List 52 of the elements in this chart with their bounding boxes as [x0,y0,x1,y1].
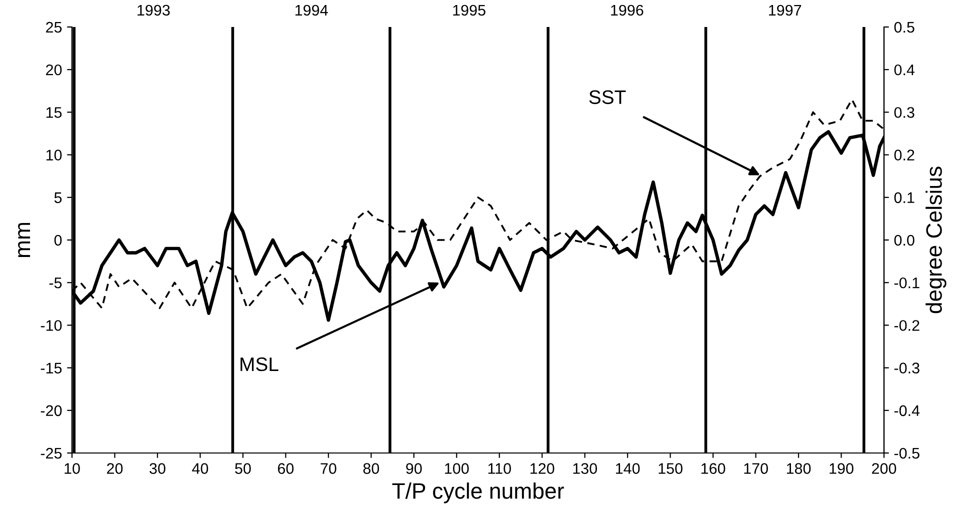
x-tick-label: 50 [235,463,251,474]
y-tick-label: -15 [40,362,62,374]
y2-tick-label: -0.4 [894,405,920,416]
y-tick-label: 20 [46,64,62,76]
y-tick-label: 10 [46,150,62,160]
y-tick-label: 15 [46,107,62,118]
x-tick-label: 180 [786,463,811,474]
x-tick-label: 110 [488,463,511,474]
x-tick-label: 120 [530,463,554,474]
x-tick-label: 130 [573,463,597,474]
text: 1993 [138,4,170,16]
y-tick-label: -20 [40,405,62,416]
y-tick-label: -5 [49,278,62,288]
x-tick-label: 190 [830,463,854,474]
y2-tick-label: 0.2 [894,150,914,160]
x-tick-label: 150 [658,463,682,474]
y-tick-label: -25 [40,448,62,459]
y2-axis-title: degree Celsius [926,166,946,314]
x-tick-label: 10 [64,463,80,474]
x-tick-label: 70 [320,463,336,474]
x-tick-label: 80 [363,463,380,474]
annotation: SST [589,90,626,104]
x-tick-label: 170 [744,463,768,474]
y-axis-title: mm [18,222,30,258]
y2-tick-label: 0.0 [894,234,914,246]
y-tick-label: 0 [54,234,62,246]
x-tick-label: 140 [616,463,640,474]
y2-tick-label: -0.1 [894,277,920,288]
y2-tick-label: 0.4 [894,64,915,76]
y2-tick-label: 0.5 [894,22,914,33]
x-tick-label: 60 [278,463,294,474]
text: 1995 [453,4,486,16]
text: 1997 [769,4,802,16]
y-tick-label: 25 [46,22,62,33]
text: 1996 [611,4,644,16]
x-tick-label: 40 [192,463,208,474]
x-tick-label: 100 [445,463,469,474]
x-tick-label: 200 [872,463,896,474]
y-tick-label: 5 [54,192,62,204]
y2-tick-label: -0.2 [894,320,920,331]
annotation: MSL [240,357,278,372]
x-tick-label: 90 [406,463,422,474]
y2-tick-label: 0.1 [894,192,914,204]
y2-tick-label: -0.3 [894,362,920,374]
x-tick-label: 20 [107,463,123,474]
x-axis-title: T/P cycle number [392,482,564,504]
y-tick-label: -10 [40,320,62,331]
y2-tick-label: -0.5 [894,448,920,459]
text: 1994 [296,4,328,16]
x-tick-label: 30 [150,463,166,474]
x-tick-label: 160 [701,463,726,474]
y2-tick-label: 0.3 [894,107,914,118]
